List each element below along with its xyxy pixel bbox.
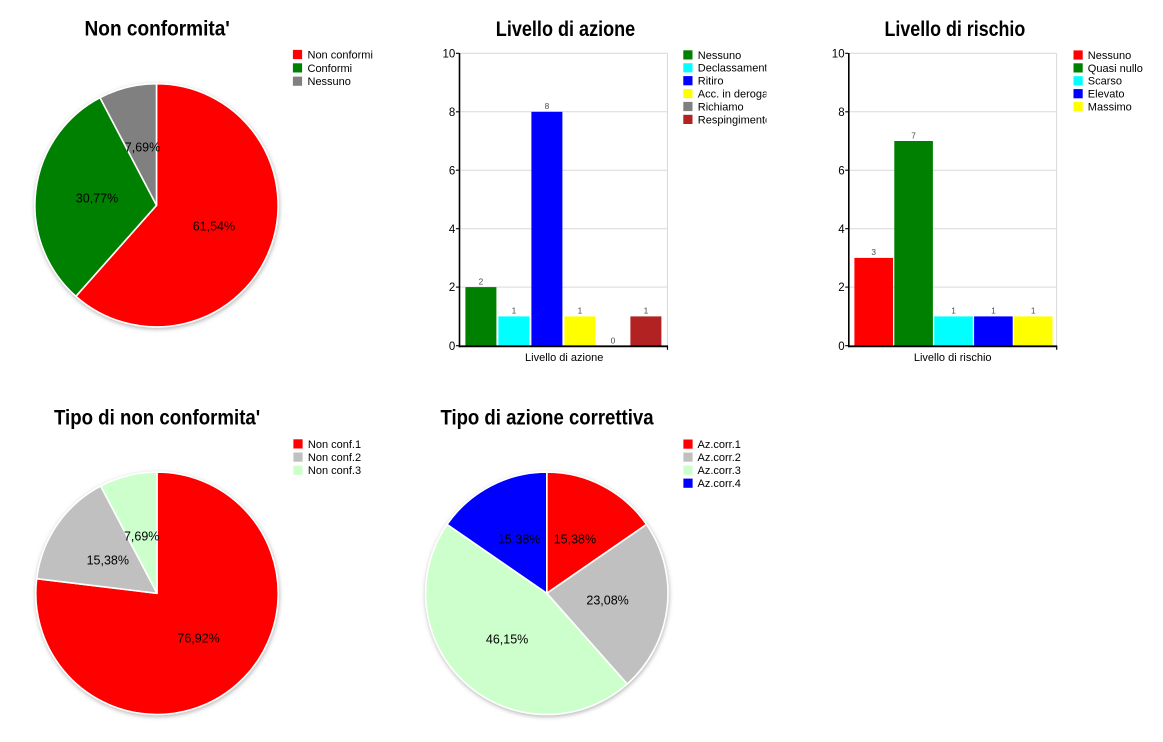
svg-text:Az.corr.1: Az.corr.1 — [698, 439, 741, 451]
svg-text:8: 8 — [449, 107, 455, 119]
svg-text:Livello di rischio: Livello di rischio — [885, 17, 1026, 41]
svg-text:23,08%: 23,08% — [586, 594, 628, 608]
svg-text:Tipo di non conformita': Tipo di non conformita' — [54, 406, 260, 430]
svg-text:Richiamo: Richiamo — [698, 101, 744, 113]
svg-text:4: 4 — [449, 224, 456, 236]
svg-text:61,54%: 61,54% — [193, 220, 235, 234]
svg-text:Massimo: Massimo — [1088, 102, 1132, 114]
svg-text:4: 4 — [838, 224, 845, 236]
svg-text:Non conformita': Non conformita' — [85, 17, 230, 41]
svg-text:Non conf.1: Non conf.1 — [308, 439, 361, 451]
svg-text:0: 0 — [611, 335, 616, 345]
svg-text:6: 6 — [838, 165, 844, 177]
svg-text:15,38%: 15,38% — [87, 554, 129, 568]
svg-text:1: 1 — [644, 306, 649, 316]
svg-text:6: 6 — [449, 165, 455, 177]
svg-text:2: 2 — [449, 282, 455, 294]
svg-text:76,92%: 76,92% — [177, 632, 219, 646]
svg-text:Conformi: Conformi — [308, 63, 353, 75]
svg-text:15,38%: 15,38% — [498, 533, 540, 547]
svg-text:Declassamento: Declassamento — [698, 63, 774, 75]
svg-text:3: 3 — [871, 247, 876, 257]
svg-text:Az.corr.4: Az.corr.4 — [698, 478, 741, 490]
svg-text:Scarso: Scarso — [1088, 76, 1122, 88]
svg-text:Nessuno: Nessuno — [1088, 50, 1131, 62]
svg-text:Livello di rischio: Livello di rischio — [914, 352, 992, 364]
svg-text:8: 8 — [545, 101, 550, 111]
svg-text:Az.corr.2: Az.corr.2 — [698, 452, 741, 464]
svg-text:0: 0 — [838, 341, 844, 353]
svg-text:8: 8 — [838, 107, 844, 119]
svg-text:0: 0 — [449, 341, 455, 353]
svg-text:30,77%: 30,77% — [76, 191, 118, 205]
svg-text:1: 1 — [991, 306, 996, 316]
svg-text:Nessuno: Nessuno — [698, 50, 741, 62]
svg-text:2: 2 — [479, 276, 484, 286]
svg-text:10: 10 — [443, 48, 456, 60]
svg-text:15,38%: 15,38% — [554, 533, 596, 547]
svg-text:Non conf.2: Non conf.2 — [308, 452, 361, 464]
svg-text:Livello di azione: Livello di azione — [525, 352, 603, 364]
svg-text:Tipo di azione correttiva: Tipo di azione correttiva — [440, 406, 654, 430]
svg-text:1: 1 — [1031, 306, 1036, 316]
svg-text:Ritiro: Ritiro — [698, 76, 724, 88]
svg-text:Livello di azione: Livello di azione — [496, 17, 635, 41]
svg-text:Quasi nullo: Quasi nullo — [1088, 63, 1143, 75]
svg-text:7: 7 — [911, 130, 916, 140]
svg-text:Nessuno: Nessuno — [308, 76, 351, 88]
svg-text:1: 1 — [512, 306, 517, 316]
svg-text:Acc. in deroga: Acc. in deroga — [698, 89, 769, 101]
svg-text:1: 1 — [951, 306, 956, 316]
svg-text:Respingimento: Respingimento — [698, 114, 771, 126]
svg-text:7,69%: 7,69% — [125, 140, 160, 154]
svg-text:46,15%: 46,15% — [486, 632, 528, 646]
svg-text:Az.corr.3: Az.corr.3 — [698, 465, 741, 477]
svg-text:Non conf.3: Non conf.3 — [308, 465, 361, 477]
svg-text:1: 1 — [578, 306, 583, 316]
svg-text:Elevato: Elevato — [1088, 89, 1125, 101]
svg-text:Non conformi: Non conformi — [308, 49, 373, 61]
svg-text:2: 2 — [838, 282, 844, 294]
svg-text:10: 10 — [832, 48, 845, 60]
svg-text:7,69%: 7,69% — [124, 530, 159, 544]
